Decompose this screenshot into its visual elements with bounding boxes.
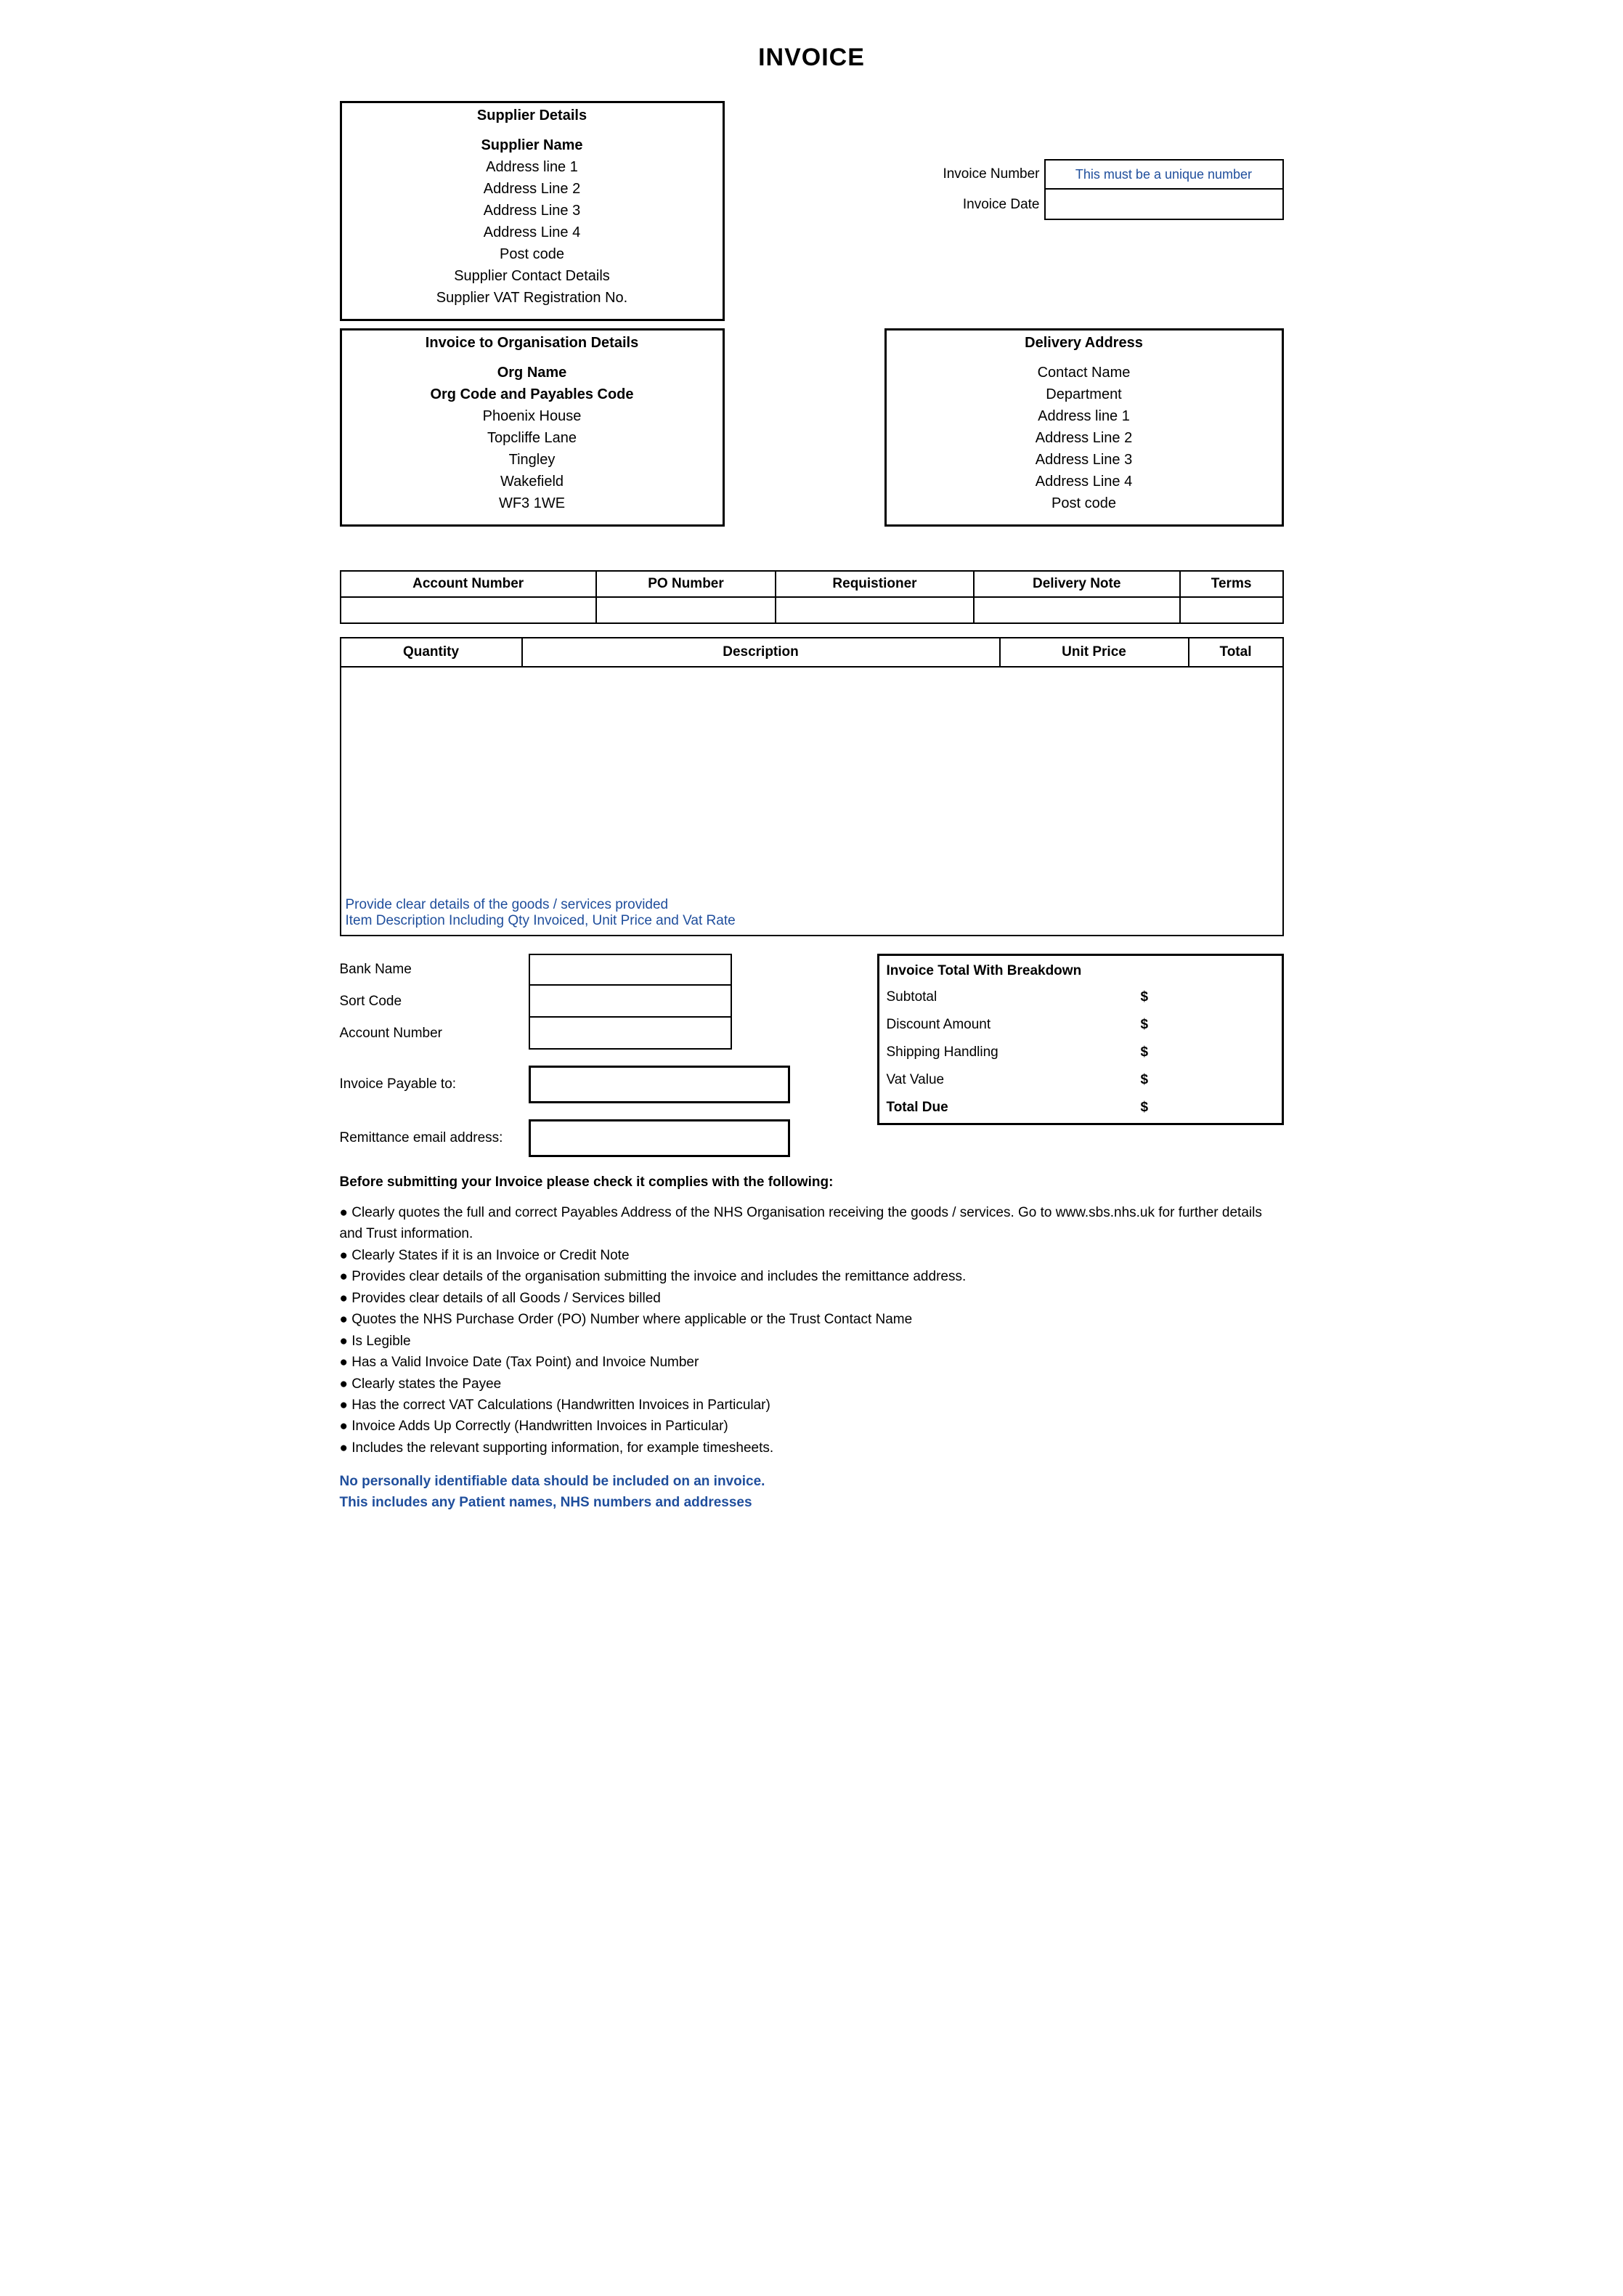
- invoice-number-label: Invoice Number: [943, 166, 1044, 182]
- compliance-header: Before submitting your Invoice please ch…: [340, 1175, 1284, 1190]
- org-header: Invoice to Organisation Details: [349, 335, 715, 352]
- compliance-item: Clearly States if it is an Invoice or Cr…: [340, 1245, 1284, 1266]
- delivery-line: Department: [894, 384, 1274, 405]
- order-cell[interactable]: [341, 597, 596, 623]
- org-code: Org Code and Payables Code: [349, 384, 715, 405]
- sort-code-field[interactable]: [529, 986, 732, 1018]
- compliance-item: Has the correct VAT Calculations (Handwr…: [340, 1395, 1284, 1416]
- top-row: Supplier Details Supplier Name Address l…: [340, 101, 1284, 321]
- order-header: Account Number: [341, 571, 596, 597]
- compliance-item: Includes the relevant supporting informa…: [340, 1437, 1284, 1459]
- items-header-total: Total: [1189, 638, 1283, 667]
- delivery-line: Address Line 3: [894, 449, 1274, 471]
- invoice-number-field[interactable]: This must be a unique number: [1044, 159, 1284, 190]
- org-line: Wakefield: [349, 471, 715, 492]
- payable-to-field[interactable]: [529, 1066, 790, 1103]
- totals-currency: $: [1141, 1017, 1272, 1033]
- delivery-line: Address Line 4: [894, 471, 1274, 492]
- items-hint: Item Description Including Qty Invoiced,…: [346, 913, 1278, 929]
- order-cell[interactable]: [596, 597, 776, 623]
- invoice-date-label: Invoice Date: [963, 197, 1044, 213]
- org-line: WF3 1WE: [349, 492, 715, 514]
- account-number-field[interactable]: [529, 1018, 732, 1050]
- items-body[interactable]: Provide clear details of the goods / ser…: [341, 667, 1283, 936]
- supplier-line: Address line 1: [349, 156, 715, 178]
- delivery-line: Post code: [894, 492, 1274, 514]
- compliance-section: Before submitting your Invoice please ch…: [340, 1175, 1284, 1513]
- supplier-line: Post code: [349, 243, 715, 265]
- invoice-to-box: Invoice to Organisation Details Org Name…: [340, 328, 725, 527]
- items-hint: Provide clear details of the goods / ser…: [346, 897, 1278, 913]
- org-line: Tingley: [349, 449, 715, 471]
- bank-name-field[interactable]: [529, 954, 732, 986]
- totals-label: Subtotal: [887, 989, 937, 1005]
- total-due-label: Total Due: [887, 1100, 948, 1116]
- invoice-page: INVOICE Supplier Details Supplier Name A…: [340, 44, 1284, 1513]
- compliance-item: Is Legible: [340, 1331, 1284, 1352]
- account-number-label: Account Number: [340, 1020, 529, 1047]
- compliance-item: Quotes the NHS Purchase Order (PO) Numbe…: [340, 1309, 1284, 1330]
- order-cell[interactable]: [974, 597, 1180, 623]
- delivery-header: Delivery Address: [894, 335, 1274, 352]
- totals-header: Invoice Total With Breakdown: [887, 963, 1272, 979]
- totals-label: Vat Value: [887, 1072, 945, 1088]
- supplier-line: Supplier Contact Details: [349, 265, 715, 287]
- sort-code-label: Sort Code: [340, 988, 529, 1015]
- delivery-address-box: Delivery Address Contact Name Department…: [884, 328, 1284, 527]
- supplier-header: Supplier Details: [349, 108, 715, 124]
- mid-row: Invoice to Organisation Details Org Name…: [340, 328, 1284, 527]
- order-header: Delivery Note: [974, 571, 1180, 597]
- invoice-date-field[interactable]: [1044, 190, 1284, 220]
- org-name: Org Name: [349, 362, 715, 384]
- compliance-list: Clearly quotes the full and correct Paya…: [340, 1202, 1284, 1459]
- totals-currency: $: [1141, 1100, 1272, 1116]
- totals-currency: $: [1141, 1072, 1272, 1088]
- bank-totals-row: Bank Name Sort Code Account Number Invoi…: [340, 954, 1284, 1157]
- supplier-name: Supplier Name: [349, 134, 715, 156]
- bank-details: Bank Name Sort Code Account Number Invoi…: [340, 954, 834, 1157]
- delivery-line: Address line 1: [894, 405, 1274, 427]
- totals-label: Shipping Handling: [887, 1044, 998, 1060]
- order-header: PO Number: [596, 571, 776, 597]
- items-header-desc: Description: [522, 638, 1000, 667]
- totals-label: Discount Amount: [887, 1017, 991, 1033]
- compliance-item: Provides clear details of the organisati…: [340, 1266, 1284, 1287]
- compliance-item: Clearly states the Payee: [340, 1374, 1284, 1395]
- remit-email-field[interactable]: [529, 1119, 790, 1157]
- delivery-line: Contact Name: [894, 362, 1274, 384]
- compliance-item: Provides clear details of all Goods / Se…: [340, 1288, 1284, 1309]
- page-title: INVOICE: [340, 44, 1284, 72]
- org-line: Phoenix House: [349, 405, 715, 427]
- items-header-unit: Unit Price: [1000, 638, 1189, 667]
- compliance-item: Has a Valid Invoice Date (Tax Point) and…: [340, 1352, 1284, 1373]
- org-line: Topcliffe Lane: [349, 427, 715, 449]
- invoice-meta: Invoice Number This must be a unique num…: [754, 101, 1284, 220]
- payable-to-label: Invoice Payable to:: [340, 1071, 529, 1098]
- compliance-item: Clearly quotes the full and correct Paya…: [340, 1202, 1284, 1245]
- order-info-table: Account Number PO Number Requistioner De…: [340, 570, 1284, 624]
- order-cell[interactable]: [776, 597, 973, 623]
- supplier-line: Supplier VAT Registration No.: [349, 287, 715, 309]
- supplier-line: Address Line 3: [349, 200, 715, 222]
- supplier-line: Address Line 4: [349, 222, 715, 243]
- line-items-table: Quantity Description Unit Price Total Pr…: [340, 637, 1284, 936]
- order-header: Requistioner: [776, 571, 973, 597]
- delivery-line: Address Line 2: [894, 427, 1274, 449]
- warning-line-2: This includes any Patient names, NHS num…: [340, 1493, 1284, 1514]
- compliance-item: Invoice Adds Up Correctly (Handwritten I…: [340, 1416, 1284, 1437]
- order-header: Terms: [1180, 571, 1283, 597]
- items-header-qty: Quantity: [341, 638, 522, 667]
- bank-name-label: Bank Name: [340, 956, 529, 983]
- warning-line-1: No personally identifiable data should b…: [340, 1472, 1284, 1493]
- remit-email-label: Remittance email address:: [340, 1124, 529, 1152]
- totals-currency: $: [1141, 989, 1272, 1005]
- order-cell[interactable]: [1180, 597, 1283, 623]
- supplier-details-box: Supplier Details Supplier Name Address l…: [340, 101, 725, 321]
- invoice-totals-box: Invoice Total With Breakdown Subtotal $ …: [877, 954, 1284, 1125]
- supplier-line: Address Line 2: [349, 178, 715, 200]
- totals-currency: $: [1141, 1044, 1272, 1060]
